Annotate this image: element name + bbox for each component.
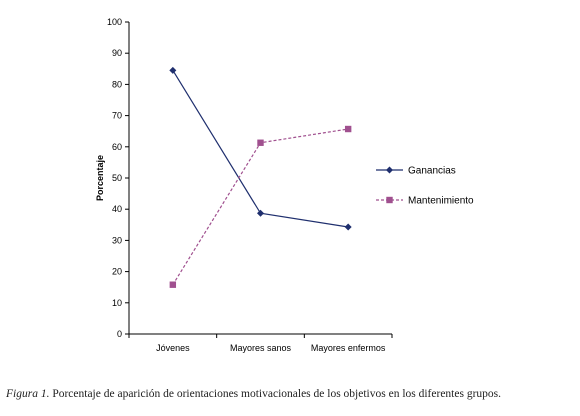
series-line [172, 70, 349, 228]
y-tick-labels: 0 10 20 30 40 50 60 70 80 90 100 [107, 17, 122, 339]
series-mantenimiento [169, 125, 352, 288]
y-tick-label: 50 [112, 173, 122, 183]
x-tick-label: Jóvenes [156, 343, 190, 353]
diamond-marker [169, 66, 177, 74]
y-tick-label: 10 [112, 298, 122, 308]
x-tick-label: Mayores sanos [230, 343, 292, 353]
figure-caption: Figura 1. Porcentaje de aparición de ori… [6, 388, 578, 400]
y-tick-label: 60 [112, 142, 122, 152]
diamond-marker [386, 166, 393, 174]
line-chart: 0 10 20 30 40 50 60 70 80 90 100 Jóvenes Mayores sa… [95, 17, 474, 353]
diamond-marker [344, 223, 352, 231]
series-line [172, 128, 349, 286]
square-marker [344, 125, 352, 133]
diamond-marker [257, 209, 264, 217]
series-ganancias [169, 66, 352, 231]
legend: Ganancias Mantenimiento [376, 166, 474, 207]
caption-text: Porcentaje de aparición de orientaciones… [52, 388, 502, 400]
legend-label: Ganancias [408, 166, 456, 177]
y-tick-label: 40 [112, 204, 122, 214]
legend-item-mantenimiento: Mantenimiento [376, 196, 474, 207]
series-group [169, 66, 352, 288]
y-tick-label: 70 [112, 111, 122, 121]
y-tick-label: 90 [112, 48, 122, 58]
y-tick-label: 100 [107, 17, 122, 27]
x-tick-label: Mayores enfermos [311, 343, 386, 353]
y-tick-label: 80 [112, 79, 122, 89]
y-axis-label: Porcentaje [95, 155, 105, 201]
x-tick-labels: Jóvenes Mayores sanos Mayores enfermos [156, 343, 386, 353]
square-marker [386, 196, 393, 204]
chart-axes [125, 21, 393, 338]
y-tick-label: 0 [117, 329, 122, 339]
square-marker [257, 139, 264, 146]
square-marker [169, 281, 177, 288]
legend-item-ganancias: Ganancias [376, 166, 456, 177]
y-tick-label: 20 [112, 267, 122, 277]
caption-label: Figura 1. [6, 388, 50, 400]
legend-label: Mantenimiento [408, 196, 474, 207]
y-tick-label: 30 [112, 235, 122, 245]
